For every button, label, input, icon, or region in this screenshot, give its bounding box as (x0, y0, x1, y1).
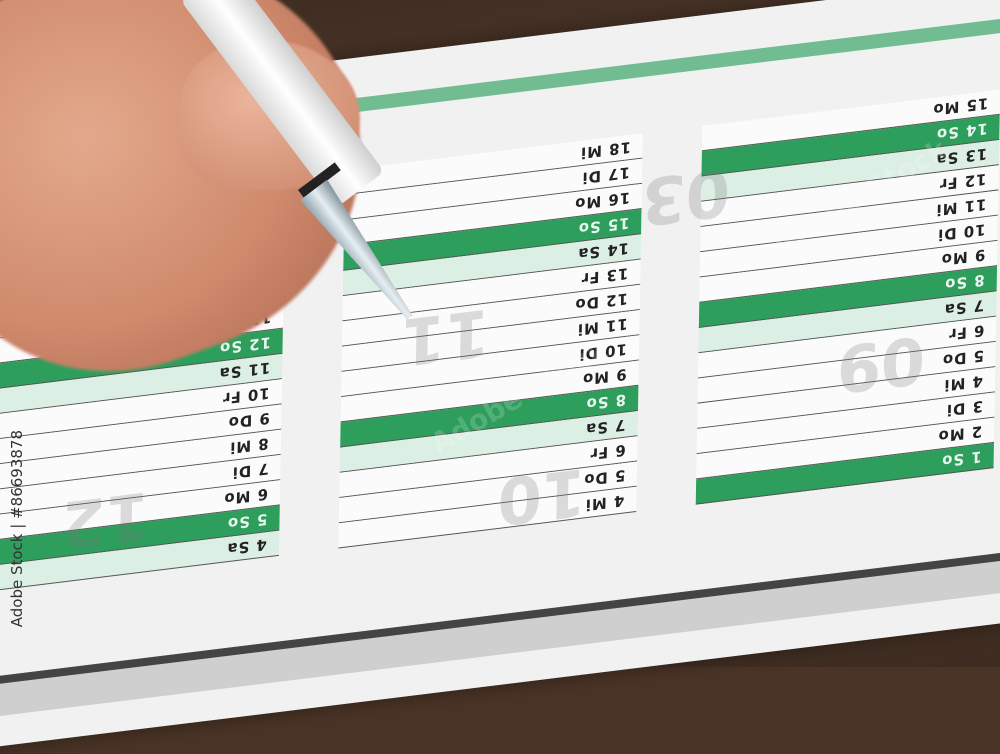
day-label: 10 Di (937, 220, 986, 245)
day-label: 16 Mo (573, 188, 630, 214)
day-label: 18 Mi (579, 137, 631, 163)
day-label: 15 So (577, 213, 630, 239)
day-label: 11 Mi (935, 194, 987, 220)
day-label: 7 Di (231, 459, 269, 483)
month-number: 11 (400, 293, 491, 379)
day-label: 17 Di (581, 163, 631, 188)
day-label: 12 Do (574, 289, 629, 315)
day-label: 6 Mo (223, 484, 269, 509)
day-label: 4 Sa (226, 535, 268, 559)
day-label: 5 Do (582, 465, 626, 490)
watermark: Adobe Stock | #86693878 (8, 430, 26, 628)
day-label: 11 Mi (576, 314, 628, 339)
day-label: 14 So (935, 119, 988, 144)
day-label: 2 Mo (937, 422, 983, 446)
month-number: 12 (60, 475, 151, 562)
day-label: 5 So (227, 509, 268, 533)
day-label: 8 So (585, 390, 627, 414)
day-label: 9 Do (227, 408, 270, 433)
calendar-column: 15 Mo 14 So 13 Sa 12 Fr 11 Mi 10 Di 9 Mo 8 So 7 … (695, 89, 1000, 505)
day-label: 3 Di (945, 396, 983, 420)
day-label: 1 So (941, 447, 982, 471)
day-label: 11 Sa (218, 358, 271, 383)
month-number: 10 (497, 452, 587, 539)
day-label: 10 Fr (222, 383, 271, 408)
day-label: 14 Sa (577, 238, 630, 264)
day-label: 13 Fr (580, 264, 629, 289)
day-label: 8 So (944, 270, 986, 294)
day-label: 5 Do (941, 346, 984, 370)
day-label: 12 Fr (939, 169, 987, 194)
day-label: 7 Sa (944, 295, 985, 320)
day-label: 6 Fr (589, 440, 626, 464)
month-number: 03 (640, 152, 731, 239)
month-number: 09 (836, 320, 926, 406)
day-label: 6 Fr (947, 321, 985, 344)
day-label: 9 Mo (940, 245, 986, 270)
day-label: 4 Mi (943, 371, 984, 395)
day-label: 15 Mo (931, 93, 989, 120)
day-label: 7 Sa (585, 415, 626, 439)
day-label: 4 Mi (584, 491, 625, 515)
day-label: 8 Mi (229, 434, 270, 458)
